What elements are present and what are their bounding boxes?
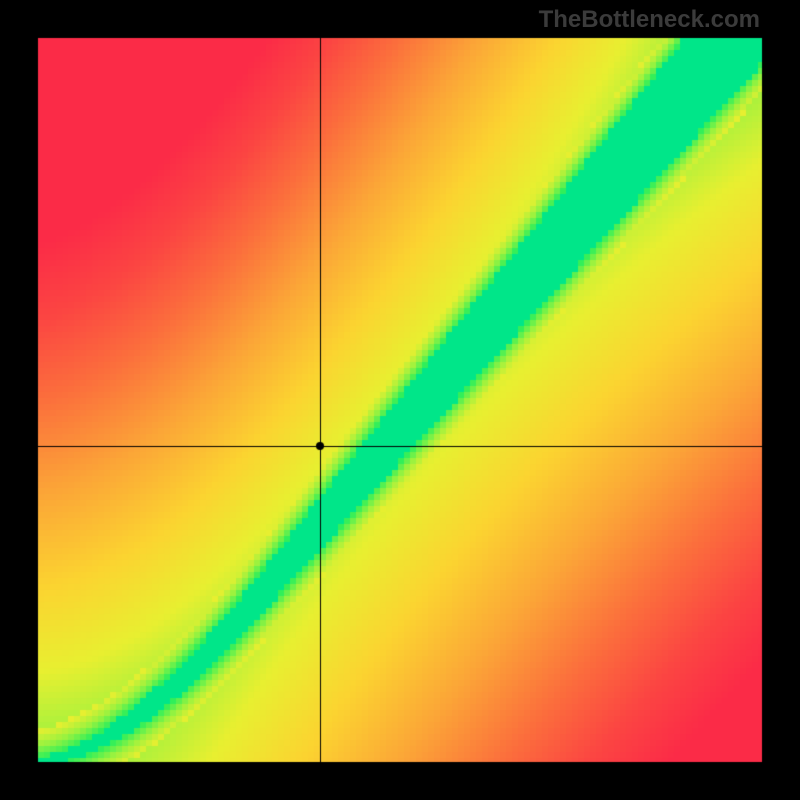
watermark-text: TheBottleneck.com [539, 6, 760, 34]
bottleneck-heatmap [0, 0, 800, 800]
